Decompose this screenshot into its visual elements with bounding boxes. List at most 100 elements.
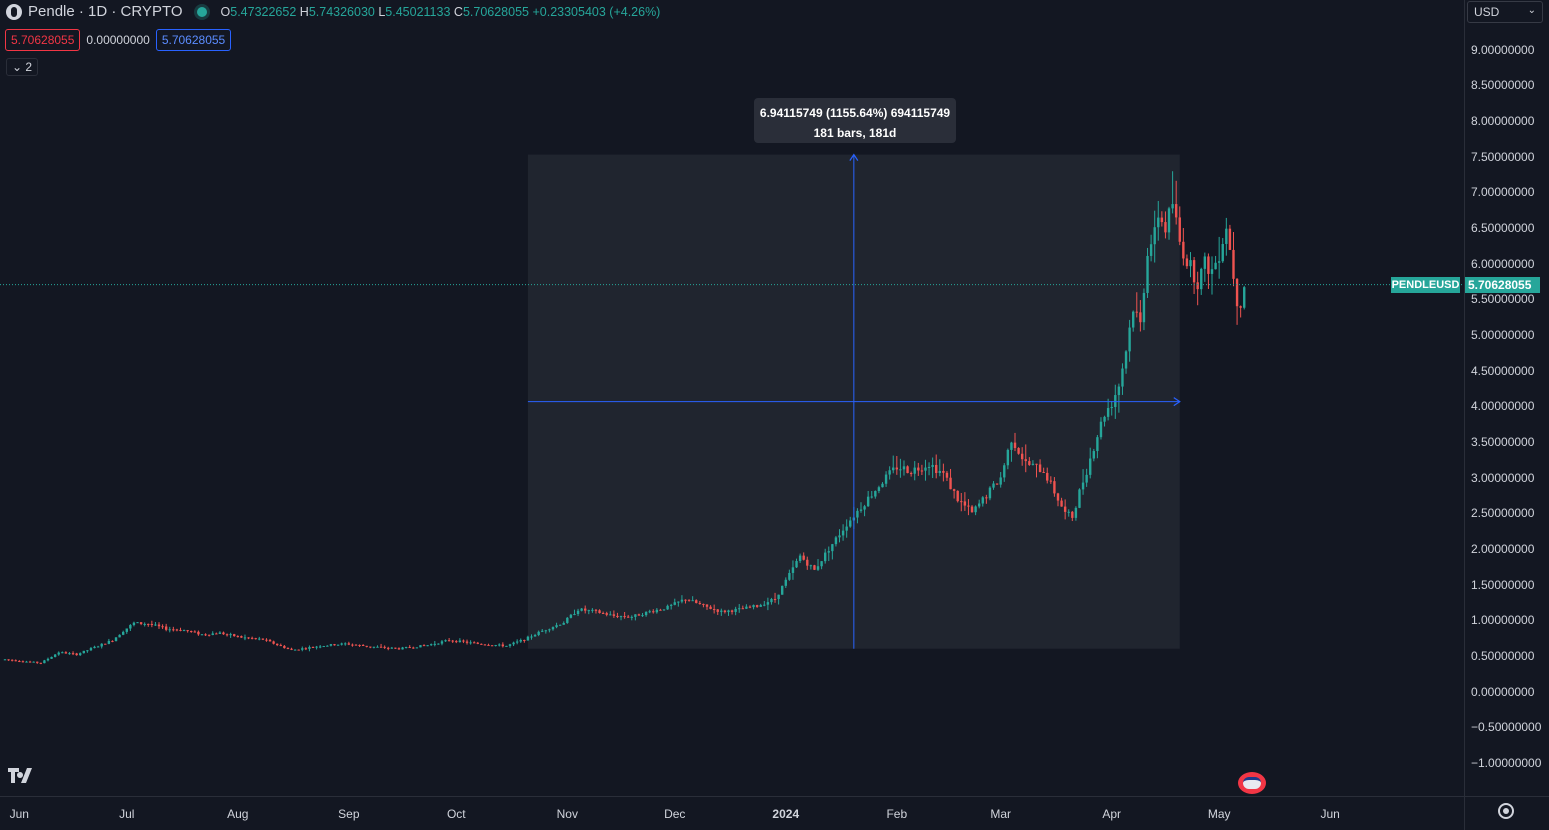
candle-body (1085, 474, 1088, 483)
gear-icon[interactable] (1498, 803, 1514, 819)
candle-body (981, 497, 984, 504)
candle-body (831, 544, 834, 552)
indicators-toggle[interactable]: ⌄ 2 (6, 58, 39, 76)
candle-body (1010, 442, 1013, 450)
candle-body (286, 648, 290, 650)
candle-body (21, 661, 25, 663)
candle-body (866, 496, 870, 507)
symbol-tag: PENDLEUSD (1391, 277, 1460, 293)
candle-body (745, 606, 748, 609)
candle-body (766, 602, 770, 605)
candle-body (186, 630, 189, 632)
price-tick-label: 7.50000000 (1471, 149, 1535, 164)
candle-body (118, 634, 121, 638)
candle-body (1153, 227, 1156, 245)
candle-body (781, 585, 784, 595)
candle-body (193, 631, 197, 633)
candle-body (1038, 464, 1042, 472)
arrow-up-icon (849, 153, 859, 161)
candle-body (584, 608, 587, 611)
time-tick-label: 2024 (772, 807, 800, 821)
candle-body (952, 489, 956, 491)
candle-body (308, 647, 311, 649)
candle-body (641, 615, 644, 617)
candle-body (1106, 408, 1110, 417)
candle-body (601, 612, 605, 614)
candle-body (569, 614, 573, 618)
time-axis[interactable] (0, 796, 1464, 830)
chart-title[interactable]: Pendle · 1D · CRYPTO (28, 3, 183, 20)
candle-body (150, 623, 154, 625)
candle-body (369, 646, 372, 648)
candle-body (1167, 208, 1171, 233)
price-tick-label: 5.50000000 (1471, 292, 1535, 307)
time-tick-label: Dec (664, 807, 686, 821)
candle-body (1114, 395, 1117, 407)
candle-body (899, 469, 902, 471)
candle-body (759, 605, 762, 607)
candle-body (512, 642, 515, 645)
candle-body (895, 467, 899, 470)
candle-body (179, 629, 182, 631)
price-tick-label: 6.50000000 (1471, 221, 1535, 236)
candle-body (75, 653, 78, 656)
measure-tooltip: 6.94115749 (1155.64%) 694115749 181 bars… (754, 98, 956, 143)
open-value: 5.47322652 (230, 4, 297, 19)
candle-body (1096, 437, 1099, 452)
candle-body (931, 464, 934, 467)
candle-body (408, 647, 411, 649)
price-chart[interactable] (0, 0, 1464, 796)
candle-body (523, 639, 526, 641)
candle-body (1221, 243, 1224, 262)
candle-body (32, 661, 35, 663)
candle-body (874, 491, 877, 497)
candle-body (788, 572, 791, 580)
candle-body (247, 637, 250, 639)
change-value: +0.23305403 (+4.26%) (532, 4, 661, 19)
candle-body (50, 656, 53, 659)
measure-range: 181 bars, 181d (813, 126, 897, 140)
candle-body (1035, 463, 1038, 465)
candle-body (1185, 258, 1189, 267)
candle-body (136, 622, 139, 624)
candle-body (344, 643, 347, 645)
time-tick-label: Jun (1320, 807, 1340, 821)
price-tick-label: 0.00000000 (1471, 684, 1535, 699)
candle-body (1060, 500, 1063, 507)
price-axis[interactable] (1464, 0, 1549, 796)
candle-body (870, 496, 873, 498)
candle-body (1243, 287, 1246, 308)
candle-body (1092, 451, 1096, 459)
candle-body (1063, 506, 1067, 512)
candle-body (798, 555, 802, 562)
candle-body (942, 470, 945, 473)
candle-body (494, 645, 497, 647)
tradingview-logo-icon[interactable] (8, 766, 40, 784)
candle-body (992, 483, 995, 488)
candle-body (809, 565, 813, 567)
candle-body (752, 605, 755, 608)
sell-button[interactable]: 5.70628055 (5, 29, 81, 51)
candle-body (404, 647, 408, 649)
candle-body (1235, 278, 1239, 307)
buy-button[interactable]: 5.70628055 (155, 29, 232, 51)
candle-body (336, 644, 340, 646)
currency-select[interactable]: USD ⌄ (1467, 1, 1543, 23)
candle-body (476, 642, 479, 644)
us-flag-event-icon[interactable] (1238, 772, 1266, 794)
candle-body (125, 628, 128, 632)
candle-body (1200, 268, 1203, 290)
candle-body (755, 605, 759, 607)
candle-body (376, 646, 379, 648)
candle-body (1081, 482, 1085, 490)
candle-body (311, 647, 315, 649)
candle-body (770, 598, 773, 603)
candle-body (61, 652, 64, 654)
candle-body (626, 616, 630, 618)
candle-body (426, 645, 429, 647)
candle-body (1228, 228, 1232, 250)
candle-body (333, 644, 336, 646)
candle-body (680, 599, 684, 602)
candle-body (763, 604, 766, 606)
candle-body (3, 659, 7, 661)
